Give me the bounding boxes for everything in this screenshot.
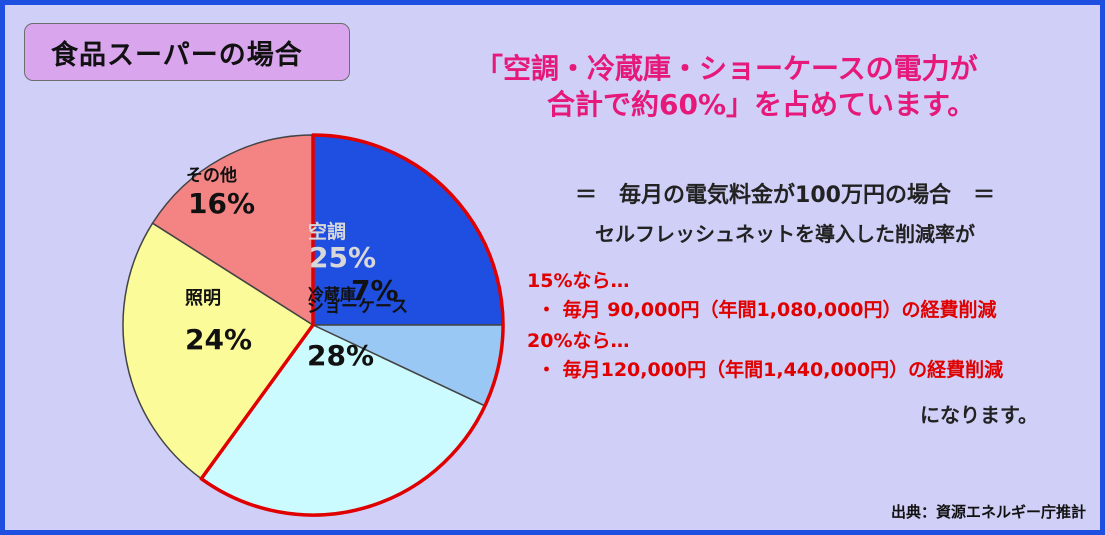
- case-15-heading: 15%なら…: [527, 270, 630, 292]
- case-20-detail: ・ 毎月120,000円（年間1,440,000円）の経費削減: [537, 359, 1004, 381]
- slice-value-label: 24%: [185, 323, 252, 356]
- highlight-border: [199, 133, 505, 517]
- slice-category-label: 照明: [185, 288, 221, 309]
- headline: 「空調・冷蔵庫・ショーケースの電力が 合計で約60%」を占めています。: [475, 51, 1105, 123]
- reduction-intro: セルフレッシュネットを導入した削減率が: [595, 222, 975, 246]
- slice-value-label: 16%: [188, 187, 255, 220]
- pie-slices: [122, 134, 504, 516]
- pie-slice-5: [151, 134, 314, 327]
- pie-slice-4: [122, 222, 315, 480]
- slice-value-label: 25%: [309, 241, 376, 274]
- case-20-heading: 20%なら…: [527, 330, 630, 352]
- case-15-detail: ・ 毎月 90,000円（年間1,080,000円）の経費削減: [537, 299, 997, 321]
- slice-value-label: 28%: [307, 339, 374, 372]
- source-note: 出典：資源エネルギー庁推計: [891, 503, 1087, 521]
- slice-category-label: その他: [186, 165, 237, 186]
- closing-text: になります。: [920, 403, 1038, 427]
- slice-category-label: 冷蔵庫: [308, 285, 356, 304]
- slice-value-label: 7%: [351, 274, 399, 307]
- panel-title: 食品スーパーの場合: [24, 23, 350, 81]
- bill-condition: ＝ 毎月の電気料金が100万円の場合 ＝: [575, 183, 995, 208]
- slice-category-label: 空調: [308, 220, 346, 243]
- headline-line-1: 「空調・冷蔵庫・ショーケースの電力が: [475, 52, 978, 85]
- slice-category-label: ショーケース: [307, 297, 408, 317]
- headline-line-2: 合計で約60%」を占めています。: [547, 88, 976, 121]
